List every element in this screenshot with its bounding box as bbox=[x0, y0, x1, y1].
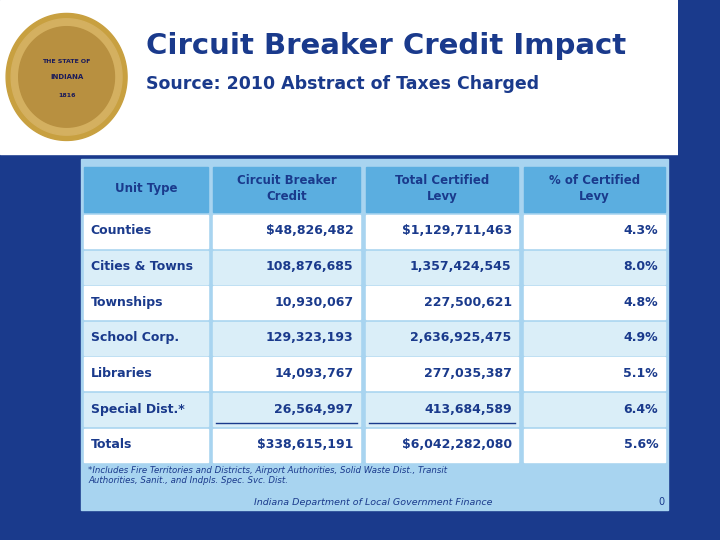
Text: 0: 0 bbox=[658, 497, 665, 507]
Bar bbox=[84, 429, 207, 462]
Text: 5.1%: 5.1% bbox=[624, 367, 658, 380]
Text: 413,684,589: 413,684,589 bbox=[424, 402, 512, 416]
Polygon shape bbox=[12, 19, 122, 135]
Text: 1816: 1816 bbox=[58, 93, 76, 98]
Text: $1,129,711,463: $1,129,711,463 bbox=[402, 224, 512, 238]
Text: 6.4%: 6.4% bbox=[624, 402, 658, 416]
Bar bbox=[366, 251, 518, 284]
Bar bbox=[524, 251, 665, 284]
Text: 4.8%: 4.8% bbox=[624, 295, 658, 309]
Text: Cities & Towns: Cities & Towns bbox=[91, 260, 193, 273]
Text: Libraries: Libraries bbox=[91, 367, 153, 380]
Text: 26,564,997: 26,564,997 bbox=[274, 402, 354, 416]
Bar bbox=[366, 393, 518, 426]
Bar bbox=[0, 0, 678, 154]
Bar bbox=[366, 167, 518, 212]
Text: 4.9%: 4.9% bbox=[624, 331, 658, 345]
Text: Total Certified
Levy: Total Certified Levy bbox=[395, 174, 489, 203]
Text: *Includes Fire Territories and Districts, Airport Authorities, Solid Waste Dist.: *Includes Fire Territories and Districts… bbox=[88, 466, 447, 485]
Text: $48,826,482: $48,826,482 bbox=[266, 224, 354, 238]
Bar bbox=[213, 286, 360, 319]
Text: 10,930,067: 10,930,067 bbox=[274, 295, 354, 309]
Text: 14,093,767: 14,093,767 bbox=[274, 367, 354, 380]
Bar bbox=[366, 286, 518, 319]
Bar bbox=[213, 393, 360, 426]
Bar bbox=[81, 159, 667, 510]
Bar bbox=[84, 322, 207, 355]
Text: THE STATE OF: THE STATE OF bbox=[42, 58, 91, 64]
Bar bbox=[213, 251, 360, 284]
Bar bbox=[524, 286, 665, 319]
Bar bbox=[366, 357, 518, 390]
Bar bbox=[213, 357, 360, 390]
Polygon shape bbox=[6, 14, 127, 140]
Bar bbox=[213, 167, 360, 212]
Text: School Corp.: School Corp. bbox=[91, 331, 179, 345]
Bar bbox=[524, 429, 665, 462]
Bar bbox=[366, 215, 518, 248]
Bar bbox=[213, 215, 360, 248]
Text: Special Dist.*: Special Dist.* bbox=[91, 402, 184, 416]
Text: Counties: Counties bbox=[91, 224, 152, 238]
Text: 4.3%: 4.3% bbox=[624, 224, 658, 238]
Text: Circuit Breaker Credit Impact: Circuit Breaker Credit Impact bbox=[145, 32, 626, 60]
Bar bbox=[524, 357, 665, 390]
Bar bbox=[84, 251, 207, 284]
Text: INDIANA: INDIANA bbox=[50, 74, 84, 80]
Text: $6,042,282,080: $6,042,282,080 bbox=[402, 438, 512, 451]
Bar bbox=[84, 167, 207, 212]
Text: $338,615,191: $338,615,191 bbox=[257, 438, 354, 451]
Text: 227,500,621: 227,500,621 bbox=[423, 295, 512, 309]
Polygon shape bbox=[19, 26, 114, 127]
Text: Unit Type: Unit Type bbox=[114, 182, 177, 195]
Text: Source: 2010 Abstract of Taxes Charged: Source: 2010 Abstract of Taxes Charged bbox=[145, 75, 539, 93]
Bar bbox=[366, 322, 518, 355]
Text: 108,876,685: 108,876,685 bbox=[266, 260, 354, 273]
Bar bbox=[366, 429, 518, 462]
Text: 2,636,925,475: 2,636,925,475 bbox=[410, 331, 512, 345]
Text: 277,035,387: 277,035,387 bbox=[424, 367, 512, 380]
Bar bbox=[84, 393, 207, 426]
Text: 1,357,424,545: 1,357,424,545 bbox=[410, 260, 512, 273]
Bar bbox=[84, 357, 207, 390]
Bar bbox=[524, 215, 665, 248]
Bar bbox=[524, 393, 665, 426]
Text: Indiana Department of Local Government Finance: Indiana Department of Local Government F… bbox=[253, 498, 492, 507]
Bar bbox=[213, 429, 360, 462]
Text: 8.0%: 8.0% bbox=[624, 260, 658, 273]
Text: Townships: Townships bbox=[91, 295, 163, 309]
Bar bbox=[84, 286, 207, 319]
Text: 129,323,193: 129,323,193 bbox=[266, 331, 354, 345]
Text: 5.6%: 5.6% bbox=[624, 438, 658, 451]
Text: Circuit Breaker
Credit: Circuit Breaker Credit bbox=[237, 174, 336, 203]
Text: % of Certified
Levy: % of Certified Levy bbox=[549, 174, 640, 203]
Bar bbox=[84, 215, 207, 248]
Bar bbox=[213, 322, 360, 355]
Text: Totals: Totals bbox=[91, 438, 132, 451]
Bar bbox=[524, 322, 665, 355]
Bar bbox=[524, 167, 665, 212]
